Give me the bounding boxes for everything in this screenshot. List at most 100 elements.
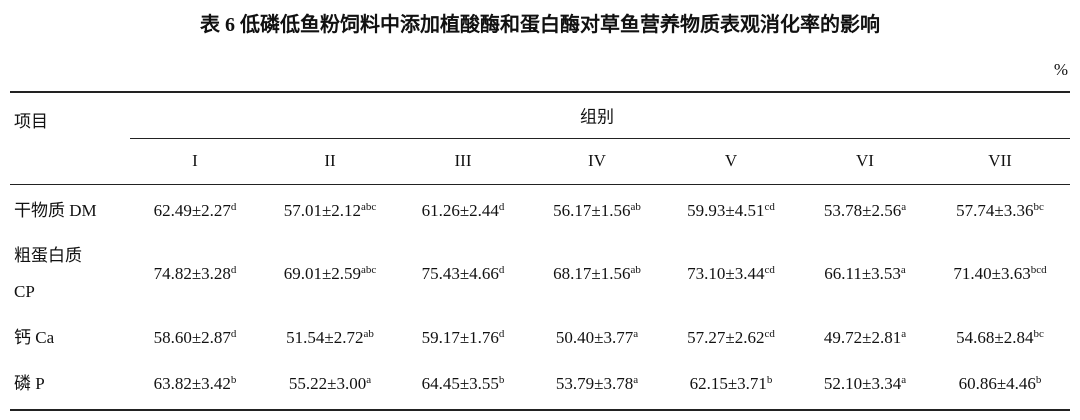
cell-value: 75.43±4.66 [421,264,499,283]
significance-letter: cd [764,201,775,213]
group-rule [130,138,1070,139]
table-cell: 62.49±2.27d [154,201,237,221]
cell-value: 64.45±3.55 [421,374,499,393]
column-header: VII [988,151,1012,170]
bottom-rule [10,409,1070,411]
row-label-line: 钙 Ca [14,328,55,347]
row-label-line: 磷 P [14,374,45,393]
group-header: 组别 [580,107,614,127]
table-cell: 51.54±2.72ab [286,328,374,348]
cell-value: 68.17±1.56 [553,264,631,283]
cell-value: 73.10±3.44 [687,264,765,283]
significance-letter: b [766,374,773,386]
table-cell: 56.17±1.56ab [553,201,641,221]
table-cell: 52.10±3.34a [824,374,906,394]
significance-letter: b [1035,374,1042,386]
significance-letter: d [230,201,237,213]
column-header: II [324,151,336,170]
table-cell: 75.43±4.66d [422,264,505,284]
cell-value: 63.82±3.42 [153,374,231,393]
cell-value: 49.72±2.81 [823,328,902,347]
row-label: 粗蛋白质 CP [14,238,82,310]
table-cell: 74.82±3.28d [154,264,237,284]
table-cell: 54.68±2.84bc [956,328,1044,348]
cell-value: 62.49±2.27 [153,201,231,220]
table-cell: 57.27±2.62cd [687,328,775,348]
table-cell: 60.86±4.46b [959,374,1042,394]
cell-value: 62.15±3.71 [689,374,767,393]
cell-value: 57.74±3.36 [956,201,1034,220]
table-cell: 71.40±3.63bcd [953,264,1046,284]
table-cell: 59.93±4.51cd [687,201,775,221]
significance-letter: abc [361,201,377,213]
cell-value: 52.10±3.34 [823,374,902,393]
significance-letter: a [633,328,639,340]
table-cell: 57.74±3.36bc [956,201,1044,221]
table-cell: 59.17±1.76d [422,328,505,348]
table-cell: 62.15±3.71b [690,374,773,394]
significance-letter: d [230,328,237,340]
table-cell: 50.40±3.77a [556,328,638,348]
significance-letter: d [230,264,237,276]
row-label-line: 干物质 DM [14,201,97,220]
significance-letter: bc [1033,201,1044,213]
column-header: I [192,151,198,170]
cell-value: 69.01±2.59 [283,264,362,283]
significance-letter: cd [764,328,775,340]
significance-letter: ab [630,264,641,276]
significance-letter: bcd [1030,264,1047,276]
cell-value: 51.54±2.72 [286,328,364,347]
item-header: 项目 [14,112,48,131]
column-header: VI [856,151,874,170]
table-cell: 55.22±3.00a [289,374,371,394]
cell-value: 60.86±4.46 [958,374,1036,393]
table-cell: 58.60±2.87d [154,328,237,348]
table-cell: 57.01±2.12abc [284,201,377,221]
column-header: III [454,151,472,170]
significance-letter: cd [764,264,775,276]
cell-value: 55.22±3.00 [288,374,367,393]
table-cell: 66.11±3.53a [824,264,906,284]
cell-value: 59.17±1.76 [421,328,499,347]
significance-letter: a [901,328,907,340]
table-cell: 69.01±2.59abc [284,264,377,284]
cell-value: 53.79±3.78 [555,374,634,393]
significance-letter: a [900,264,906,276]
row-label: 干物质 DM [14,193,97,229]
cell-value: 66.11±3.53 [824,264,901,283]
column-header: V [724,151,738,170]
significance-letter: ab [630,201,641,213]
cell-value: 61.26±2.44 [421,201,499,220]
header-rule [10,184,1070,185]
significance-letter: a [366,374,372,386]
significance-letter: bc [1033,328,1044,340]
row-label-line: CP [14,282,35,301]
cell-value: 54.68±2.84 [956,328,1034,347]
top-rule [10,91,1070,93]
unit: % [1053,60,1068,79]
table-cell: 64.45±3.55b [422,374,505,394]
table-title: 表 6 低磷低鱼粉饲料中添加植酸酶和蛋白酶对草鱼营养物质表观消化率的影响 [200,14,880,36]
table-cell: 68.17±1.56ab [553,264,641,284]
significance-letter: d [498,264,505,276]
table-cell: 73.10±3.44cd [687,264,775,284]
column-header: IV [588,151,606,170]
table-cell: 53.78±2.56a [824,201,906,221]
table-cell: 63.82±3.42b [154,374,237,394]
significance-letter: a [633,374,639,386]
cell-value: 74.82±3.28 [153,264,231,283]
cell-value: 57.01±2.12 [283,201,362,220]
row-label-line: 粗蛋白质 [14,246,82,265]
cell-value: 53.78±2.56 [823,201,902,220]
significance-letter: ab [363,328,374,340]
row-label: 磷 P [14,366,45,402]
table-cell: 49.72±2.81a [824,328,906,348]
significance-letter: a [901,374,907,386]
cell-value: 57.27±2.62 [687,328,765,347]
table-cell: 53.79±3.78a [556,374,638,394]
cell-value: 71.40±3.63 [953,264,1031,283]
significance-letter: d [498,328,505,340]
significance-letter: abc [361,264,377,276]
significance-letter: b [230,374,237,386]
